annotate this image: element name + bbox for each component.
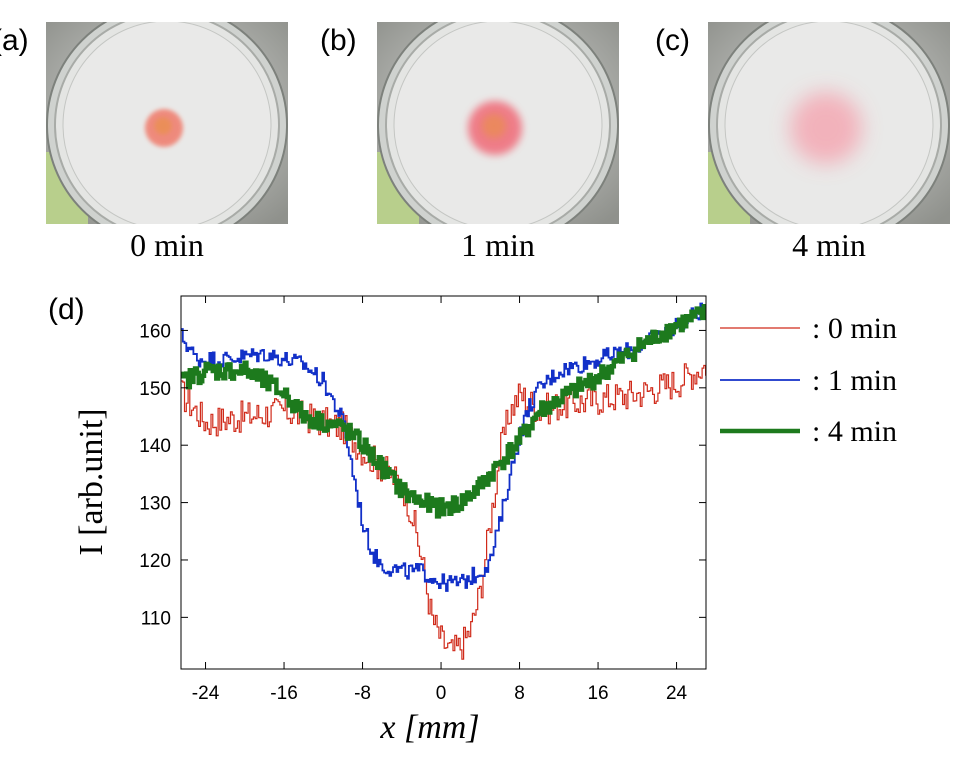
legend: : 0 min : 1 min : 4 min <box>720 312 897 448</box>
ticks-layer: -24 -16 -8 0 8 16 24 110 120 130 140 150 160 <box>139 296 706 704</box>
dye-core <box>154 117 172 135</box>
y-tick-label: 120 <box>139 551 171 572</box>
caption-0min: 0 min <box>130 227 204 263</box>
series-line-1 <box>181 302 706 592</box>
panel-letter-c: (c) <box>655 24 690 57</box>
y-tick-label: 160 <box>139 321 171 342</box>
dye-stain <box>790 92 862 164</box>
panel-letter-d: (d) <box>48 293 85 326</box>
legend-label-1: : 1 min <box>812 364 897 397</box>
x-tick-label: 16 <box>587 683 608 704</box>
panel-letter-a: (a) <box>0 24 29 57</box>
series-line-2 <box>181 304 706 519</box>
x-tick-label: -24 <box>192 683 220 704</box>
y-tick-label: 130 <box>139 494 171 515</box>
plot-frame <box>180 295 707 670</box>
x-tick-label: 8 <box>514 683 525 704</box>
legend-label-0: : 0 min <box>812 312 897 345</box>
x-tick-label: 24 <box>666 683 688 704</box>
petri-dish-photo-1min <box>377 22 619 224</box>
dye-core <box>481 113 507 139</box>
panel-letter-b: (b) <box>320 24 357 57</box>
x-tick-label: -16 <box>270 683 297 704</box>
caption-4min: 4 min <box>792 227 866 263</box>
x-tick-label: 0 <box>436 683 447 704</box>
y-tick-label: 150 <box>139 379 171 400</box>
caption-1min: 1 min <box>461 227 535 263</box>
x-axis-label: x [mm] <box>379 709 479 746</box>
series-line-0 <box>181 363 706 660</box>
petri-dish-photo-4min <box>708 22 950 224</box>
series-layer <box>181 302 706 660</box>
y-tick-label: 110 <box>141 608 171 629</box>
legend-label-2: : 4 min <box>812 415 897 448</box>
petri-dish-photo-0min <box>46 22 288 224</box>
y-axis-label: I [arb.unit] <box>73 408 110 555</box>
y-tick-label: 140 <box>139 436 171 457</box>
x-tick-label: -8 <box>354 683 371 704</box>
